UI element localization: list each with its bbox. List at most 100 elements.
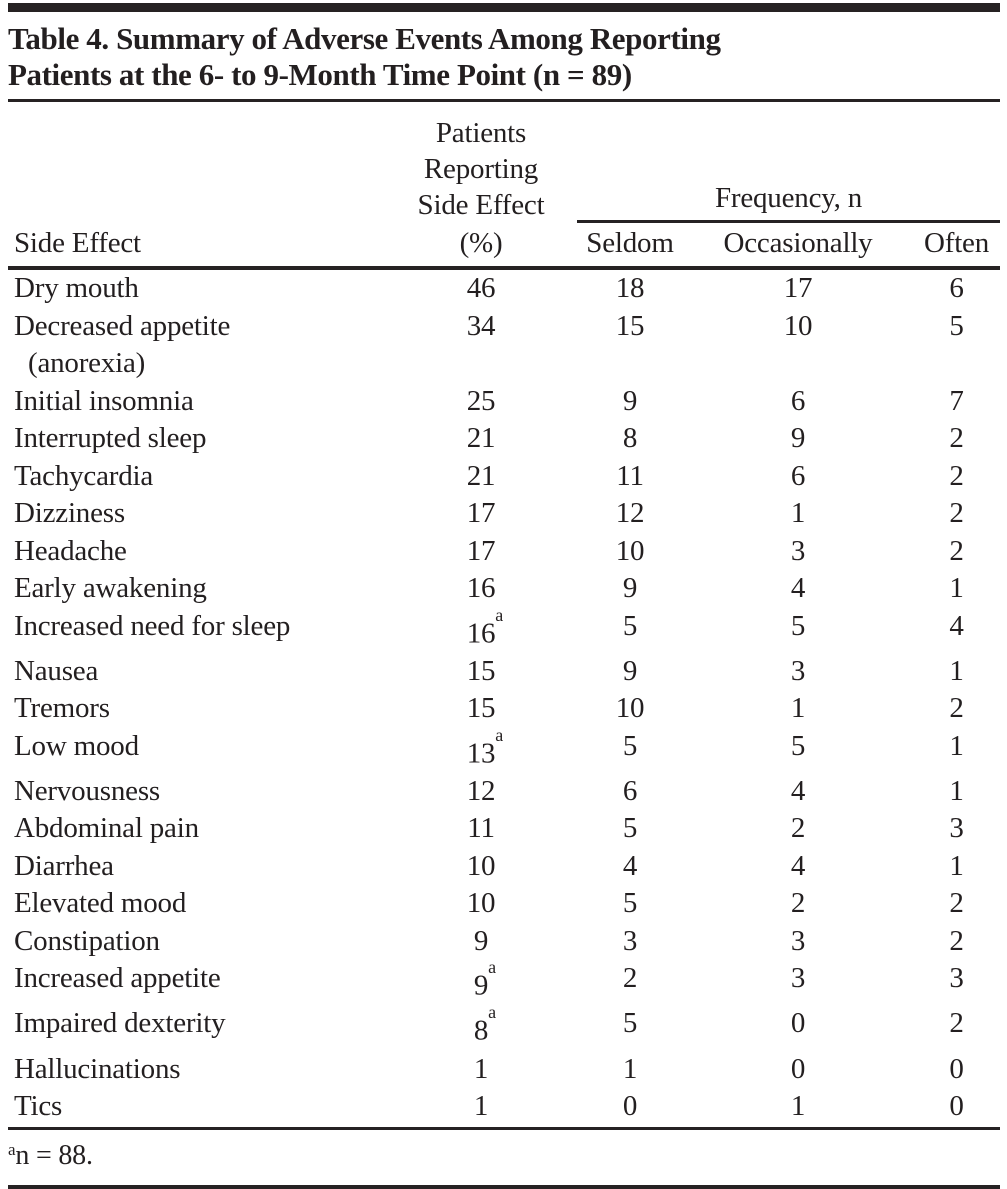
percent-cell: 21 [385, 458, 577, 496]
seldom-cell: 9 [622, 572, 638, 604]
often-cell: 3 [949, 962, 964, 995]
side-effect-label: Impaired dexterity [14, 1007, 226, 1040]
percent-cell: 16 [385, 570, 577, 608]
side-effect-label-continuation: (anorexia) [28, 347, 146, 379]
occasionally-cell: 0 [790, 1052, 806, 1085]
percent-value: 1 [473, 1052, 489, 1085]
side-effect-label: Constipation [14, 924, 160, 957]
percent-value: 10 [466, 849, 496, 882]
percent-value: 16 [466, 572, 496, 604]
header-often: Often [924, 227, 990, 259]
side-effect-cell: Tremors [8, 690, 385, 728]
side-effect-label: Decreased appetite [14, 309, 231, 342]
footnote-marker: a [8, 1139, 16, 1159]
often-cell: 5 [949, 309, 964, 342]
percent-cell: 1 [385, 1088, 577, 1126]
often-cell: 3 [949, 812, 964, 845]
header-frequency-label: Frequency, n [577, 180, 1001, 223]
table-row: Increased appetite 9a 2 3 3 [8, 957, 1000, 1005]
percent-cell: 15 [385, 653, 577, 691]
often-cell: 1 [949, 774, 964, 807]
side-effect-cell: Elevated mood [8, 885, 385, 923]
side-effect-label: Abdominal pain [14, 812, 199, 845]
header-empty-cell [8, 105, 385, 223]
side-effect-label: Early awakening [14, 572, 207, 604]
footnote-text: n = 88. [15, 1139, 93, 1171]
often-cell: 7 [949, 384, 964, 417]
side-effect-cell: Interrupted sleep [8, 420, 385, 458]
table-header: Patients Reporting Side Effect Frequency… [8, 105, 1001, 268]
often-cell: 4 [949, 609, 964, 642]
title-divider-rule [8, 99, 1000, 102]
percent-cell: 17 [385, 495, 577, 533]
percent-value: 21 [466, 459, 496, 492]
percent-cell: 11 [385, 810, 577, 848]
occasionally-cell: 2 [790, 887, 806, 920]
seldom-cell: 5 [622, 812, 638, 845]
side-effect-cell: Early awakening [8, 570, 385, 608]
occasionally-cell: 1 [790, 1090, 806, 1123]
often-cell: 1 [949, 654, 964, 687]
occasionally-cell: 3 [790, 962, 806, 995]
seldom-cell: 3 [622, 924, 638, 957]
seldom-cell: 1 [622, 1052, 638, 1085]
table-row: Decreased appetite (anorexia) 34 15 10 5 [8, 308, 1000, 383]
occasionally-cell: 5 [790, 729, 806, 762]
table-row: Abdominal pain 11 5 2 3 [8, 810, 1000, 848]
often-cell: 1 [949, 729, 964, 762]
often-cell: 2 [949, 924, 964, 957]
table-row: Nausea 15 9 3 1 [8, 653, 1000, 691]
side-effect-cell: Initial insomnia [8, 383, 385, 421]
side-effect-cell: Hallucinations [8, 1051, 385, 1089]
table-row: Hallucinations 1 1 0 0 [8, 1051, 1000, 1089]
percent-value: 1 [473, 1090, 489, 1123]
often-cell: 2 [949, 1007, 964, 1040]
seldom-cell: 2 [622, 962, 638, 995]
seldom-cell: 15 [615, 309, 645, 342]
often-cell: 2 [949, 497, 964, 529]
side-effect-cell: Nausea [8, 653, 385, 691]
side-effect-cell: Tachycardia [8, 458, 385, 496]
side-effect-label: Elevated mood [14, 887, 187, 920]
percent-cell: 21 [385, 420, 577, 458]
table-title-line1: Table 4. Summary of Adverse Events Among… [8, 21, 721, 56]
side-effect-label: Dry mouth [14, 272, 139, 304]
percent-cell: 9a [473, 957, 497, 1002]
seldom-cell: 5 [622, 609, 638, 642]
table-row: Nervousness 12 6 4 1 [8, 773, 1000, 811]
side-effect-cell: Increased appetite [8, 960, 385, 1005]
seldom-cell: 9 [622, 654, 638, 687]
often-cell: 2 [949, 534, 964, 567]
seldom-cell: 10 [615, 534, 645, 567]
occasionally-cell: 1 [790, 497, 806, 529]
percent-value: 25 [466, 384, 496, 417]
side-effect-cell: Headache [8, 533, 385, 571]
occasionally-cell: 6 [790, 459, 806, 492]
table-body: Dry mouth 46 18 17 6 Decreased appetite … [8, 268, 1000, 1126]
percent-value: 16 [466, 617, 496, 650]
occasionally-cell: 1 [790, 692, 806, 725]
percent-cell: 10 [385, 848, 577, 886]
header-patients-reporting: Patients Reporting Side Effect [417, 117, 545, 221]
percent-cell: 46 [385, 268, 577, 308]
seldom-cell: 10 [615, 692, 645, 725]
seldom-cell: 5 [622, 887, 638, 920]
often-cell: 2 [949, 692, 964, 725]
percent-value: 21 [466, 422, 496, 454]
occasionally-cell: 5 [790, 609, 806, 642]
occasionally-cell: 6 [790, 384, 806, 417]
percent-value: 17 [466, 534, 496, 567]
seldom-cell: 11 [616, 459, 644, 492]
often-cell: 0 [949, 1052, 964, 1085]
percent-value: 15 [466, 654, 496, 687]
often-cell: 2 [949, 459, 964, 492]
occasionally-cell: 3 [790, 924, 806, 957]
table-row: Elevated mood 10 5 2 2 [8, 885, 1000, 923]
table-row: Impaired dexterity 8a 5 0 2 [8, 1002, 1000, 1050]
occasionally-cell: 0 [790, 1007, 806, 1040]
seldom-cell: 5 [622, 729, 638, 762]
percent-value: 11 [467, 812, 495, 845]
header-occasionally: Occasionally [723, 227, 873, 259]
side-effect-label: Low mood [14, 729, 139, 762]
